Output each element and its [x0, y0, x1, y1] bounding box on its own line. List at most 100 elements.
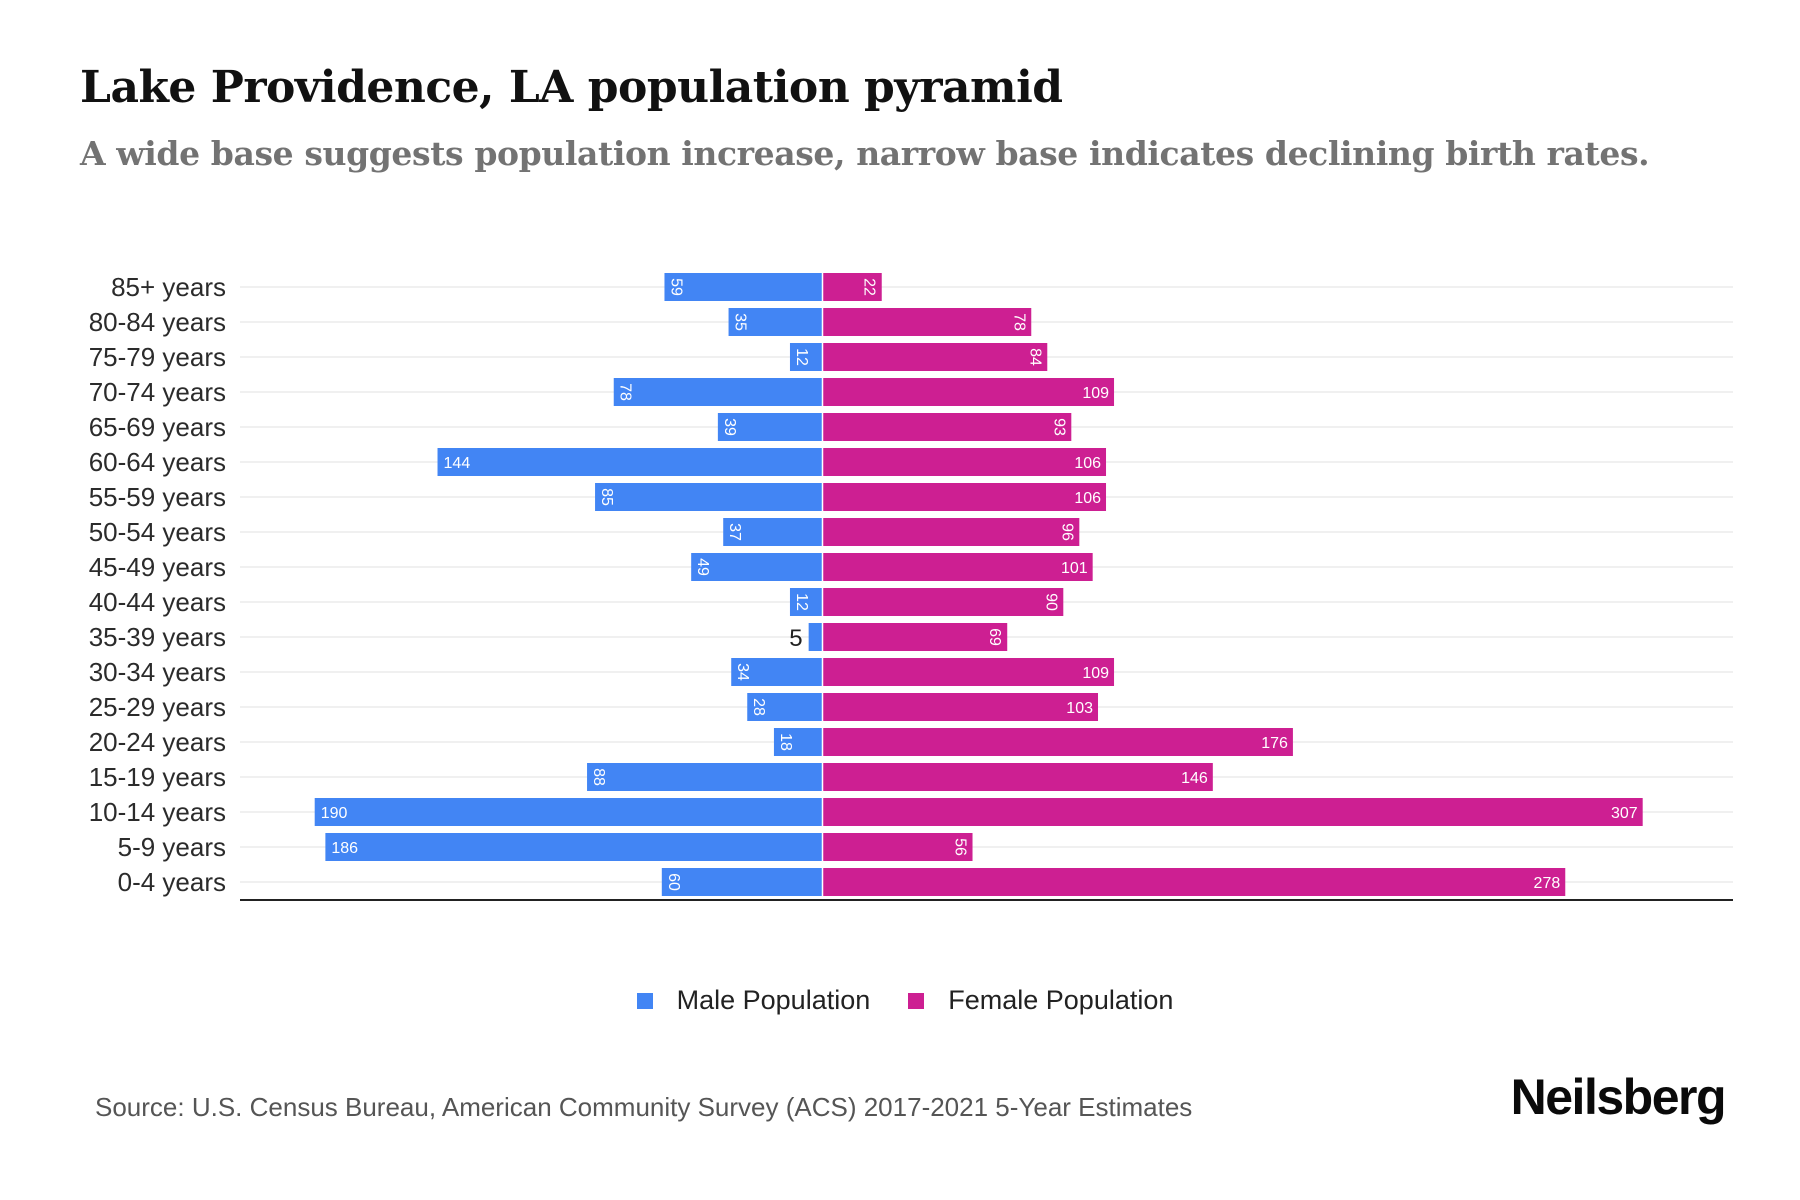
male-bar[interactable] [587, 763, 822, 791]
male-bar[interactable] [437, 448, 822, 476]
female-bar[interactable] [823, 798, 1643, 826]
age-group-label: 50-54 years [89, 517, 226, 547]
chart-title: Lake Providence, LA population pyramid [80, 62, 1063, 113]
age-group-label: 65-69 years [89, 412, 226, 442]
bars [314, 273, 1643, 896]
male-value-label: 18 [777, 733, 794, 751]
male-value-label: 78 [617, 383, 634, 401]
value-labels: 59 22 35 78 12 84 78 109 39 93 144 106 85 106 37 96 49 10… [321, 278, 1638, 892]
male-bar[interactable] [773, 728, 822, 756]
female-bar[interactable] [823, 413, 1072, 441]
male-value-label: 186 [331, 840, 358, 857]
female-bar[interactable] [823, 308, 1032, 336]
male-value-label: 60 [665, 873, 682, 891]
age-group-label: 55-59 years [89, 482, 226, 512]
male-bar[interactable] [731, 658, 822, 686]
male-bar[interactable] [661, 868, 822, 896]
male-bar[interactable] [723, 518, 822, 546]
legend: Male Population Female Population [0, 985, 1800, 1016]
age-group-label: 75-79 years [89, 342, 226, 372]
male-value-label: 88 [590, 768, 607, 786]
female-bar[interactable] [823, 693, 1099, 721]
male-swatch-icon [636, 992, 653, 1009]
age-group-label: 10-14 years [89, 797, 226, 827]
age-group-label: 60-64 years [89, 447, 226, 477]
age-labels: 85+ years 80-84 years 75-79 years 70-74 yea… [89, 272, 226, 897]
age-group-label: 40-44 years [89, 587, 226, 617]
female-bar[interactable] [823, 588, 1064, 616]
legend-item-male[interactable]: Male Population [627, 985, 871, 1016]
age-group-label: 80-84 years [89, 307, 226, 337]
male-value-label: 28 [750, 698, 767, 716]
female-swatch-icon [908, 992, 925, 1009]
male-bar[interactable] [789, 588, 822, 616]
age-group-label: 30-34 years [89, 657, 226, 687]
male-bar[interactable] [717, 413, 822, 441]
legend-label-male: Male Population [676, 985, 871, 1015]
chart-subtitle: A wide base suggests population increase… [80, 134, 1650, 173]
male-bar[interactable] [789, 343, 822, 371]
male-bar[interactable] [664, 273, 822, 301]
legend-label-female: Female Population [948, 985, 1174, 1015]
female-bar[interactable] [823, 623, 1008, 651]
female-value-label: 78 [1010, 313, 1027, 331]
female-value-label: 22 [861, 278, 878, 296]
female-bar[interactable] [823, 518, 1080, 546]
female-bar[interactable] [823, 553, 1093, 581]
female-value-label: 101 [1061, 560, 1088, 577]
male-value-label: 5 [789, 625, 802, 652]
female-value-label: 307 [1611, 805, 1638, 822]
brand-logo: Neilsberg [1510, 1069, 1727, 1125]
male-value-label: 34 [734, 663, 751, 681]
male-bar[interactable] [325, 833, 822, 861]
female-value-label: 90 [1042, 593, 1059, 611]
female-value-label: 146 [1181, 770, 1208, 787]
male-bar[interactable] [747, 693, 822, 721]
age-group-label: 0-4 years [118, 867, 226, 897]
female-value-label: 109 [1082, 385, 1109, 402]
female-bar[interactable] [823, 483, 1107, 511]
male-value-label: 85 [598, 488, 615, 506]
male-bar[interactable] [691, 553, 822, 581]
female-value-label: 56 [952, 838, 969, 856]
female-bar[interactable] [823, 273, 882, 301]
male-bar[interactable] [728, 308, 822, 336]
female-bar[interactable] [823, 868, 1566, 896]
gridlines [240, 286, 1733, 883]
female-value-label: 278 [1534, 875, 1561, 892]
male-value-label: 12 [793, 348, 810, 366]
female-bar[interactable] [823, 658, 1115, 686]
female-bar[interactable] [823, 448, 1107, 476]
age-group-label: 20-24 years [89, 727, 226, 757]
female-value-label: 93 [1050, 418, 1067, 436]
male-value-label: 190 [321, 805, 348, 822]
age-group-label: 5-9 years [118, 832, 226, 862]
male-value-label: 37 [726, 523, 743, 541]
male-bar[interactable] [613, 378, 822, 406]
male-bar[interactable] [808, 623, 822, 651]
legend-item-female[interactable]: Female Population [898, 985, 1173, 1016]
male-bar[interactable] [314, 798, 822, 826]
male-value-label: 49 [694, 558, 711, 576]
source-note: Source: U.S. Census Bureau, American Com… [95, 1092, 1193, 1122]
female-bar[interactable] [823, 378, 1115, 406]
female-value-label: 84 [1026, 348, 1043, 366]
age-group-label: 70-74 years [89, 377, 226, 407]
male-value-label: 35 [732, 313, 749, 331]
age-group-label: 85+ years [111, 272, 226, 302]
age-group-label: 25-29 years [89, 692, 226, 722]
female-value-label: 106 [1074, 455, 1101, 472]
male-bar[interactable] [595, 483, 822, 511]
female-bar[interactable] [823, 728, 1293, 756]
male-value-label: 39 [721, 418, 738, 436]
male-value-label: 144 [444, 455, 471, 472]
female-bar[interactable] [823, 763, 1213, 791]
age-group-label: 15-19 years [89, 762, 226, 792]
female-value-label: 69 [986, 628, 1003, 646]
male-value-label: 12 [793, 593, 810, 611]
female-value-label: 103 [1066, 700, 1093, 717]
female-bar[interactable] [823, 343, 1048, 371]
female-value-label: 96 [1058, 523, 1075, 541]
female-bar[interactable] [823, 833, 973, 861]
